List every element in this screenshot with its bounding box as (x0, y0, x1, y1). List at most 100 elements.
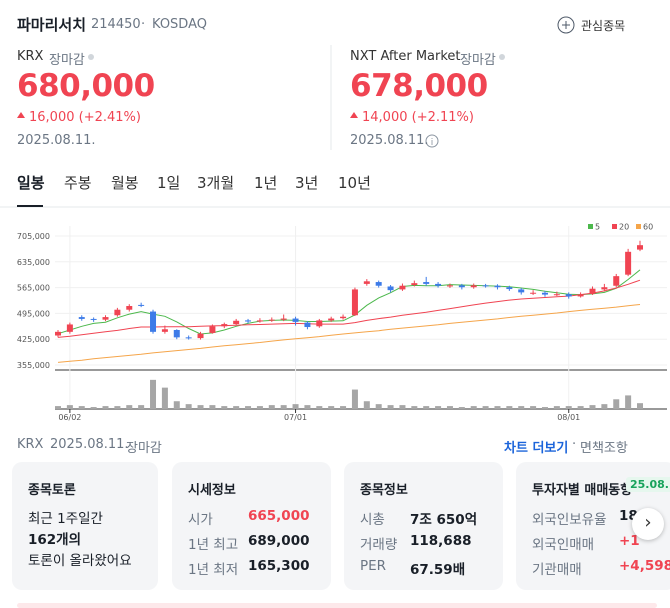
legend-swatch (636, 224, 641, 229)
status-market: KRX (17, 437, 44, 452)
row-label: 거래량 (360, 537, 398, 553)
volume-bar (304, 405, 311, 409)
candle-body (506, 287, 513, 290)
volume-bar (102, 406, 109, 409)
volume-bar (233, 406, 240, 409)
volume-bar (423, 406, 430, 409)
y-tick-label: 705,000 (17, 232, 50, 241)
disclaimer-link[interactable]: 면책조항 (580, 441, 628, 456)
volume-bar (292, 404, 299, 409)
watch-button[interactable]: 관심종목 (581, 19, 626, 33)
card-title: 종목정보 (360, 483, 408, 498)
volume-bar (541, 407, 548, 409)
candle-body (435, 283, 442, 286)
status-dot (88, 54, 94, 60)
separator: · (572, 437, 577, 452)
volume-bar (458, 407, 465, 409)
volume-bar (577, 406, 584, 409)
volume-bar (221, 406, 228, 409)
price-change: 16,000 (+2.41%) (29, 110, 141, 125)
volume-bar (316, 406, 323, 409)
market: KOSDAQ (152, 17, 207, 32)
period-tab[interactable]: 월봉 (111, 174, 139, 192)
candle-body (304, 322, 311, 328)
card-text: 토론이 올라왔어요 (28, 553, 132, 569)
chart-more-link[interactable]: 차트 더보기 (504, 441, 569, 456)
market-label: KRX (17, 49, 44, 64)
card-text: 최근 1주일간 (28, 511, 103, 527)
volume-bar (375, 404, 382, 409)
volume-bar (209, 405, 216, 409)
plus-icon (562, 21, 570, 29)
up-icon (17, 112, 25, 118)
card-row: 기관매매 +4,598 (532, 558, 670, 578)
info-card[interactable]: 종목정보 시총 7조 650억 거래량 118,688 PER 67.59배 (344, 462, 503, 590)
price-date: 2025.08.11. (17, 133, 96, 148)
row-label: 1년 최저 (188, 562, 239, 578)
candle-body (423, 282, 430, 284)
stock-code: 214450 (91, 17, 141, 32)
price-change: 14,000 (+2.11%) (362, 110, 474, 125)
period-tab[interactable]: 3개월 (197, 174, 235, 192)
info-card[interactable]: 시세정보 시가 665,000 1년 최고 689,000 1년 최저 165,300 (172, 462, 331, 590)
legend-swatch (612, 224, 617, 229)
candle-body (351, 289, 358, 316)
candle-body (446, 285, 453, 287)
candle-body (541, 292, 548, 295)
period-tab[interactable]: 주봉 (64, 174, 92, 192)
volume-bar (161, 387, 168, 409)
info-card[interactable]: 종목토론 최근 1주일간 162개의 토론이 올라왔어요 (12, 462, 158, 590)
bottom-banner (17, 603, 657, 608)
period-tab[interactable]: 10년 (338, 174, 371, 192)
period-tab[interactable]: 3년 (295, 174, 319, 192)
legend-label: 60 (643, 223, 653, 232)
candle-body (126, 306, 133, 310)
candle-body (161, 329, 168, 332)
y-tick-label: 495,000 (17, 309, 50, 318)
next-button[interactable]: › (632, 508, 664, 540)
period-tab[interactable]: 1년 (254, 174, 278, 192)
period-tab[interactable]: 1일 (157, 174, 181, 192)
volume-bar (506, 406, 513, 409)
volume-bar (530, 406, 537, 409)
x-tick-label: 08/01 (557, 413, 580, 422)
volume-bar (601, 404, 608, 409)
candle-body (55, 331, 61, 336)
volume-bar (150, 379, 157, 409)
volume-bar (589, 405, 596, 409)
volume-bar (138, 405, 145, 409)
moving-average-line (57, 279, 641, 338)
candle-body (470, 285, 477, 288)
legend-swatch (588, 224, 593, 229)
info-icon[interactable] (425, 134, 439, 148)
price: 678,000 (350, 68, 488, 104)
candle-body (245, 320, 252, 322)
status-dot (499, 54, 505, 60)
card-row: 1년 최고 689,000 (188, 533, 310, 553)
candle-body (589, 288, 596, 294)
candle-body (316, 320, 323, 327)
candle-body (233, 320, 240, 325)
info-icon: i (431, 138, 434, 148)
candle-body (114, 309, 121, 316)
period-tab[interactable]: 일봉 (17, 174, 45, 192)
volume-bar (553, 406, 560, 409)
moving-average-line (57, 304, 641, 363)
volume-bar (565, 406, 572, 409)
plus-icon[interactable] (557, 16, 575, 34)
candle-body (256, 320, 263, 322)
card-row: 1년 최저 165,300 (188, 558, 310, 578)
legend-label: 5 (595, 223, 600, 232)
volume-bar (399, 405, 406, 409)
candle-body (411, 283, 418, 286)
y-tick-label: 635,000 (17, 258, 50, 267)
volume-bar (613, 399, 620, 409)
candle-body (340, 316, 347, 319)
volume-bar (446, 406, 453, 409)
card-row: 외국인매매 +1 (532, 533, 640, 553)
market-status: 장마감 (460, 53, 496, 68)
candle-body (102, 317, 109, 320)
x-tick-label: 06/02 (58, 413, 81, 422)
card-text: 162개의 (28, 532, 82, 548)
volume-bar (470, 406, 477, 409)
